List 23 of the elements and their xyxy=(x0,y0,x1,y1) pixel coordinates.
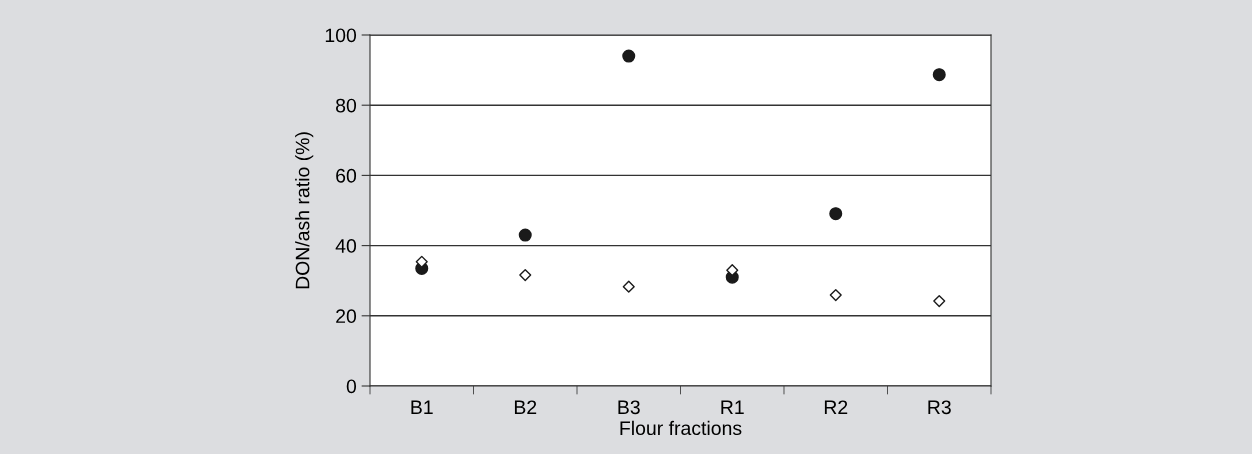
y-tick-label: 20 xyxy=(336,309,357,324)
point xyxy=(519,269,532,282)
point xyxy=(518,228,532,242)
point xyxy=(829,207,843,221)
y-tick-label: 60 xyxy=(336,168,357,183)
y-axis-title: DON/ash ratio (%) xyxy=(295,132,314,289)
point xyxy=(622,280,635,293)
x-tick-label: B3 xyxy=(618,400,640,415)
x-tick-label: B1 xyxy=(411,400,433,414)
point xyxy=(415,255,428,268)
x-tick-label: B2 xyxy=(514,400,537,414)
point xyxy=(932,68,946,82)
y-tick-label: 100 xyxy=(325,28,357,43)
x-tick-label: R3 xyxy=(928,400,951,415)
point xyxy=(933,294,946,308)
y-tick-label: 0 xyxy=(346,379,357,394)
y-tick-label: 80 xyxy=(336,98,357,113)
point xyxy=(622,49,636,63)
point xyxy=(829,289,842,302)
x-tick-label: R1 xyxy=(721,400,744,414)
x-tick-label: R2 xyxy=(824,400,848,414)
y-tick-label: 40 xyxy=(335,239,357,253)
x-axis-title: Flour fractions xyxy=(620,420,742,436)
